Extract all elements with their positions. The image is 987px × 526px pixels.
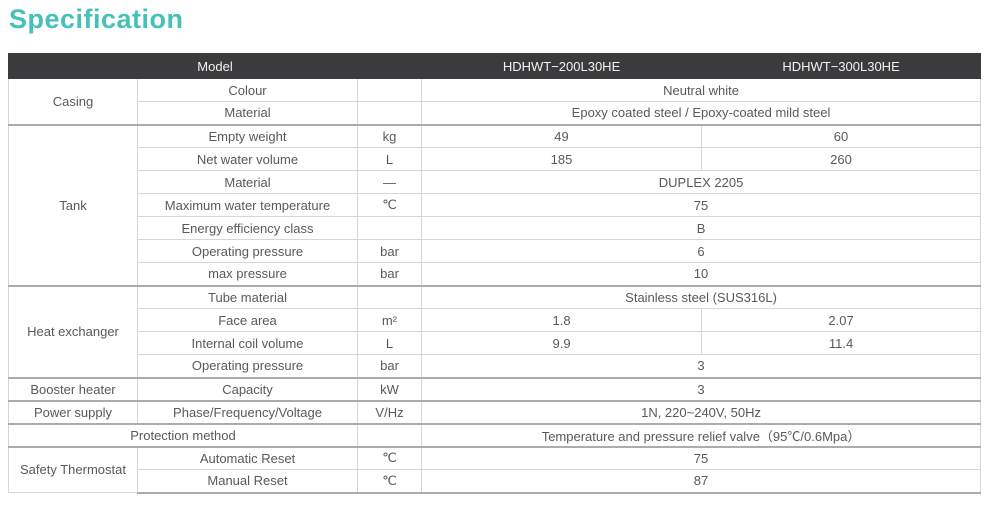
label-protection-method: Protection method bbox=[8, 422, 358, 447]
param-capacity: Capacity bbox=[137, 376, 358, 401]
param-casing-material: Material bbox=[137, 101, 358, 125]
value-automatic-reset: 75 bbox=[421, 445, 982, 470]
row-tank-material: Material — DUPLEX 2205 bbox=[9, 170, 982, 194]
unit-he-operating-pressure: bar bbox=[356, 354, 423, 378]
value-manual-reset: 87 bbox=[421, 469, 982, 494]
param-automatic-reset: Automatic Reset bbox=[137, 445, 358, 470]
value-phase-frequency-voltage: 1N, 220~240V, 50Hz bbox=[421, 399, 982, 424]
row-he-face-area: Face area m² 1.8 2.07 bbox=[9, 308, 982, 332]
value-energy-efficiency-class: B bbox=[421, 216, 982, 240]
param-colour: Colour bbox=[137, 78, 358, 102]
value-internal-coil-volume-300: 11.4 bbox=[701, 331, 982, 355]
header-model-300: HDHWT−300L30HE bbox=[701, 53, 982, 79]
value-he-operating-pressure: 3 bbox=[421, 354, 982, 378]
value-max-pressure: 10 bbox=[421, 262, 982, 286]
row-tank-energy-efficiency-class: Energy efficiency class B bbox=[9, 216, 982, 240]
value-protection-method: Temperature and pressure relief valve（95… bbox=[421, 422, 982, 447]
unit-tank-operating-pressure: bar bbox=[356, 239, 423, 263]
specification-table: Model HDHWT−200L30HE HDHWT−300L30HE Casi… bbox=[7, 53, 982, 494]
param-energy-efficiency-class: Energy efficiency class bbox=[137, 216, 358, 240]
param-internal-coil-volume: Internal coil volume bbox=[137, 331, 358, 355]
unit-automatic-reset: ℃ bbox=[356, 445, 423, 470]
header-model-label: Model bbox=[7, 53, 423, 79]
param-he-operating-pressure: Operating pressure bbox=[137, 354, 358, 378]
unit-phase-frequency-voltage: V/Hz bbox=[356, 399, 423, 424]
param-tank-material: Material bbox=[137, 170, 358, 194]
value-colour: Neutral white bbox=[421, 78, 982, 102]
row-power-supply: Power supply Phase/Frequency/Voltage V/H… bbox=[8, 399, 982, 424]
row-tank-net-water-volume: Net water volume L 185 260 bbox=[9, 147, 982, 171]
param-max-pressure: max pressure bbox=[137, 262, 358, 286]
unit-face-area: m² bbox=[356, 308, 423, 332]
param-tank-operating-pressure: Operating pressure bbox=[137, 239, 358, 263]
value-tank-operating-pressure: 6 bbox=[421, 239, 982, 263]
row-tank-empty-weight: Tank Empty weight kg 49 60 bbox=[8, 123, 982, 286]
value-tank-material: DUPLEX 2205 bbox=[421, 170, 982, 194]
unit-empty-weight: kg bbox=[356, 123, 423, 148]
row-tank-max-pressure: max pressure bar 10 bbox=[9, 262, 982, 286]
value-empty-weight-200: 49 bbox=[421, 123, 703, 148]
unit-manual-reset: ℃ bbox=[356, 469, 423, 494]
category-safety-thermostat: Safety Thermostat bbox=[8, 445, 138, 493]
unit-energy-efficiency-class bbox=[356, 216, 423, 240]
unit-net-water-volume: L bbox=[356, 147, 423, 171]
value-max-water-temperature: 75 bbox=[421, 193, 982, 217]
category-heat-exchanger: Heat exchanger bbox=[8, 284, 138, 378]
value-face-area-200: 1.8 bbox=[421, 308, 703, 332]
row-he-operating-pressure: Operating pressure bar 3 bbox=[9, 354, 982, 378]
value-net-water-volume-200: 185 bbox=[421, 147, 703, 171]
row-he-tube-material: Heat exchanger Tube material Stainless s… bbox=[8, 284, 982, 378]
param-net-water-volume: Net water volume bbox=[137, 147, 358, 171]
header-model-200: HDHWT−200L30HE bbox=[421, 53, 703, 79]
row-he-internal-coil-volume: Internal coil volume L 9.9 11.4 bbox=[9, 331, 982, 355]
unit-casing-material bbox=[356, 101, 423, 125]
value-empty-weight-300: 60 bbox=[701, 123, 982, 148]
unit-tube-material bbox=[356, 284, 423, 309]
param-tube-material: Tube material bbox=[137, 284, 358, 309]
unit-colour bbox=[356, 78, 423, 102]
row-protection-method: Protection method Temperature and pressu… bbox=[8, 422, 982, 447]
page-title: Specification bbox=[9, 4, 184, 34]
category-casing: Casing bbox=[8, 78, 138, 125]
row-safety-automatic-reset: Safety Thermostat Automatic Reset ℃ 75 bbox=[8, 445, 982, 493]
unit-protection-method bbox=[356, 422, 423, 447]
param-manual-reset: Manual Reset bbox=[137, 469, 358, 494]
param-empty-weight: Empty weight bbox=[137, 123, 358, 148]
category-tank: Tank bbox=[8, 123, 138, 286]
param-max-water-temperature: Maximum water temperature bbox=[137, 193, 358, 217]
value-face-area-300: 2.07 bbox=[701, 308, 982, 332]
row-tank-max-water-temperature: Maximum water temperature ℃ 75 bbox=[9, 193, 982, 217]
category-power-supply: Power supply bbox=[8, 399, 138, 424]
row-casing-material: Material Epoxy coated steel / Epoxy-coat… bbox=[9, 101, 982, 125]
value-tube-material: Stainless steel (SUS316L) bbox=[421, 284, 982, 309]
row-booster-capacity: Booster heater Capacity kW 3 bbox=[8, 376, 982, 401]
row-casing-colour: Casing Colour Neutral white bbox=[8, 78, 982, 125]
value-capacity: 3 bbox=[421, 376, 982, 401]
row-tank-operating-pressure: Operating pressure bar 6 bbox=[9, 239, 982, 263]
param-face-area: Face area bbox=[137, 308, 358, 332]
header-row: Model HDHWT−200L30HE HDHWT−300L30HE bbox=[7, 53, 982, 79]
param-phase-frequency-voltage: Phase/Frequency/Voltage bbox=[137, 399, 358, 424]
unit-max-pressure: bar bbox=[356, 262, 423, 286]
unit-tank-material: — bbox=[356, 170, 423, 194]
unit-capacity: kW bbox=[356, 376, 423, 401]
value-net-water-volume-300: 260 bbox=[701, 147, 982, 171]
row-safety-manual-reset: Manual Reset ℃ 87 bbox=[9, 469, 982, 494]
value-internal-coil-volume-200: 9.9 bbox=[421, 331, 703, 355]
category-booster-heater: Booster heater bbox=[8, 376, 138, 401]
unit-max-water-temperature: ℃ bbox=[356, 193, 423, 217]
value-casing-material: Epoxy coated steel / Epoxy-coated mild s… bbox=[421, 101, 982, 125]
unit-internal-coil-volume: L bbox=[356, 331, 423, 355]
